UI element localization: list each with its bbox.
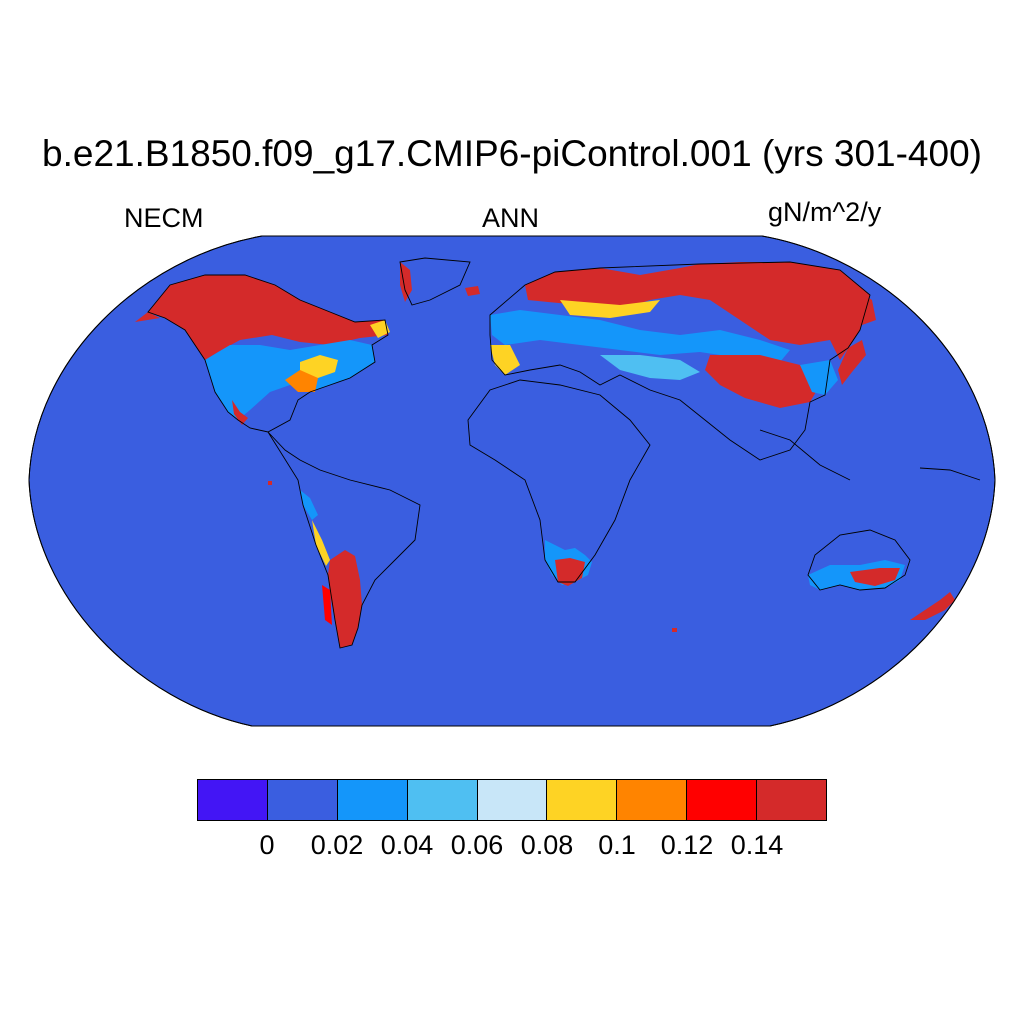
scandinavia-russia-red xyxy=(525,262,870,360)
colorbar-tick-label: 0.02 xyxy=(310,830,364,860)
china-red xyxy=(705,355,820,408)
units-label: gN/m^2/y xyxy=(768,197,882,227)
colorbar-box xyxy=(687,780,758,820)
mediterranean-warm xyxy=(490,345,520,375)
south-atlantic-island xyxy=(672,628,677,632)
page-title: b.e21.B1850.f09_g17.CMIP6-piControl.001 … xyxy=(42,133,982,174)
colorbar-box xyxy=(547,780,618,820)
kamchatka xyxy=(858,290,876,325)
colorbar-tick-label: 0.1 xyxy=(598,830,636,860)
europe-warm xyxy=(560,300,660,318)
alaska-coast xyxy=(135,312,160,322)
colorbar-tick-label: 0.06 xyxy=(450,830,504,860)
colorbar-tick-label: 0.08 xyxy=(520,830,574,860)
colorbar-box xyxy=(198,780,268,820)
greenland-strip xyxy=(400,262,412,302)
australia-red xyxy=(850,568,900,586)
newfoundland xyxy=(370,320,390,338)
europe-mix xyxy=(490,310,790,362)
colorbar-box xyxy=(757,780,827,820)
colorbar-box xyxy=(337,780,408,820)
colorbar-tick-label: 0 xyxy=(259,830,275,860)
colorbar-box xyxy=(407,780,478,820)
andes-north xyxy=(300,490,318,520)
north-america-high xyxy=(148,275,388,360)
great-lakes-warm xyxy=(300,355,338,378)
variable-name: NECM xyxy=(124,203,204,233)
patagonia xyxy=(328,550,362,648)
mexico-red xyxy=(232,400,248,425)
iceland xyxy=(465,286,480,296)
east-us-warm xyxy=(285,370,318,392)
season-label: ANN xyxy=(482,203,540,233)
land-data-layer xyxy=(135,257,981,649)
pacific-island xyxy=(268,481,272,485)
iran-central-asia xyxy=(600,355,700,380)
new-zealand xyxy=(910,592,955,620)
globe-outline xyxy=(28,235,996,727)
chile-strip xyxy=(322,585,332,625)
colorbar xyxy=(197,779,827,821)
andes-central xyxy=(312,520,330,566)
colorbar-box xyxy=(267,780,338,820)
colorbar-box xyxy=(617,780,688,820)
colorbar-tick-label: 0.12 xyxy=(660,830,714,860)
colorbar-tick-label: 0.04 xyxy=(380,830,434,860)
coastlines xyxy=(147,257,981,649)
japan xyxy=(838,340,866,385)
colorbar-box xyxy=(477,780,548,820)
colorbar-tick-label: 0.14 xyxy=(730,830,784,860)
